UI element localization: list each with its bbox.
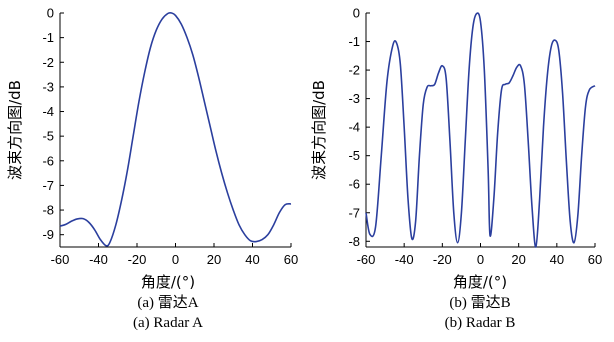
- caption-chinese: (b) 雷达B: [449, 294, 510, 311]
- x-tick-label: -60: [51, 252, 70, 267]
- y-tick-label: -9: [42, 227, 54, 242]
- y-tick-label: -8: [348, 234, 360, 249]
- x-tick-label: 60: [284, 252, 298, 267]
- x-tick-label: 0: [477, 252, 484, 267]
- y-tick-label: -7: [42, 178, 54, 193]
- beam-pattern-line: [365, 12, 596, 248]
- y-tick-label: 0: [353, 6, 360, 21]
- panel-a: 0 -1 -2 -3 -4 -5 -6 -7 -8 -9 -60 -40 -20 0 20 40 60 波束方向图…: [6, 6, 298, 332]
- y-tick-label: -1: [42, 30, 54, 45]
- y-tick-label: -7: [348, 205, 360, 220]
- y-tick-label: 0: [47, 6, 54, 21]
- caption-english: (a) Radar A: [133, 315, 203, 331]
- x-tick-label: 40: [245, 252, 259, 267]
- y-tick-label: -3: [42, 79, 54, 94]
- caption-english: (b) Radar B: [445, 315, 516, 331]
- y-tick-label: -1: [348, 34, 360, 49]
- x-tick-label: -40: [395, 252, 414, 267]
- y-tick-label: -4: [42, 104, 54, 119]
- x-axis-label: 角度/(°): [453, 273, 507, 291]
- x-tick-label: -20: [433, 252, 452, 267]
- x-tick-label: -20: [128, 252, 147, 267]
- x-axis-label: 角度/(°): [141, 273, 195, 291]
- y-tick-label: -6: [348, 177, 360, 192]
- x-tick-label: 20: [207, 252, 221, 267]
- y-tick-label: -5: [348, 148, 360, 163]
- x-tick-label: 40: [550, 252, 564, 267]
- y-tick-label: -8: [42, 203, 54, 218]
- y-axis-label: 波束方向图/dB: [6, 80, 24, 180]
- x-tick-label: -60: [357, 252, 376, 267]
- panel-b: 0 -1 -2 -3 -4 -5 -6 -7 -8 -60 -40 -20 0 20 40 60 波束方向图/d…: [310, 6, 602, 332]
- x-tick-label: 0: [172, 252, 179, 267]
- y-tick-label: -4: [348, 120, 360, 135]
- beam-pattern-line: [59, 11, 292, 247]
- y-tick-label: -5: [42, 129, 54, 144]
- caption-chinese: (a) 雷达A: [137, 294, 198, 311]
- y-tick-label: -6: [42, 153, 54, 168]
- x-tick-label: 20: [511, 252, 525, 267]
- y-axis-label: 波束方向图/dB: [310, 80, 328, 180]
- y-tick-label: -2: [348, 63, 360, 78]
- x-tick-label: 60: [588, 252, 602, 267]
- y-tick-label: -2: [42, 55, 54, 70]
- y-tick-label: -3: [348, 91, 360, 106]
- x-tick-label: -40: [89, 252, 108, 267]
